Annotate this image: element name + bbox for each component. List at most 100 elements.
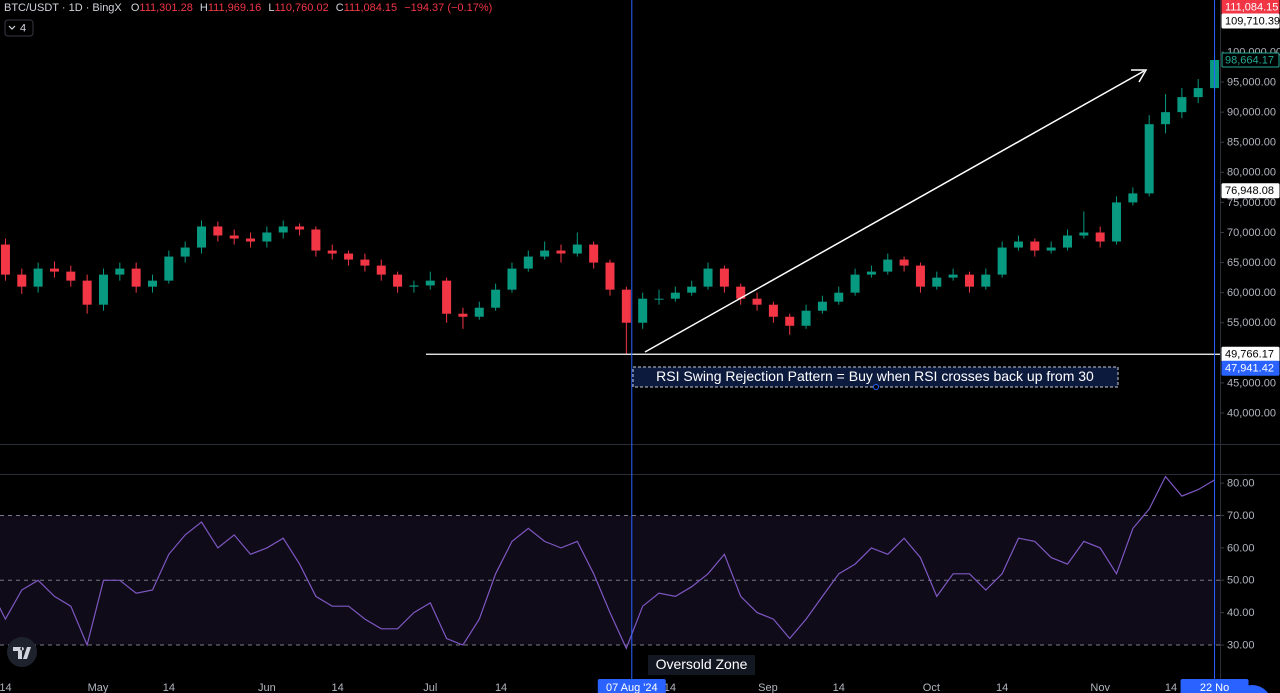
candle-body (785, 316, 795, 326)
ohlc-value: 111,084.15 (344, 2, 397, 14)
candle-body (654, 298, 664, 300)
y-tick-label: 80.00 (1227, 478, 1255, 490)
y-tick-label: 40.00 (1227, 607, 1255, 619)
candle-body (1161, 112, 1171, 125)
arrow-head (1131, 69, 1148, 83)
x-tick-label: 14 (332, 682, 344, 693)
candle-body (33, 268, 43, 287)
price-pane (0, 54, 1220, 355)
candle-body (507, 268, 517, 290)
candle-body (360, 259, 370, 266)
candle-body (899, 259, 909, 266)
ohlc-value: 111,301.28 (139, 2, 192, 14)
candle-body (66, 271, 76, 281)
ohlc-key: C (336, 2, 344, 14)
x-tick-label: 14 (163, 682, 175, 693)
change: −194.37 (−0.17%) (404, 2, 492, 14)
logo-mark (13, 647, 31, 659)
x-tick-label: Oct (923, 682, 940, 693)
candle-body (197, 226, 207, 248)
candle-body (1013, 241, 1023, 248)
indicator-toggle-box[interactable] (4, 19, 34, 37)
rsi-pane (0, 475, 1220, 650)
candle-body (981, 274, 991, 287)
candle-body (262, 232, 272, 242)
candle-body (376, 265, 386, 275)
candle-body (213, 226, 223, 236)
y-tick-label: 40,000.00 (1227, 407, 1276, 419)
candle-body (540, 250, 550, 257)
candle-body (344, 253, 354, 260)
y-tick-label: 60,000.00 (1227, 287, 1276, 299)
candle-body (229, 235, 239, 239)
candle-body (948, 274, 958, 278)
y-tick-label: 70,000.00 (1227, 227, 1276, 239)
candle-body (17, 274, 27, 287)
candle-body (1144, 124, 1154, 194)
y-tick-label: 55,000.00 (1227, 317, 1276, 329)
candle-body (295, 226, 305, 230)
x-tick-label: 14 (833, 682, 845, 693)
price-label-box (1221, 52, 1280, 68)
candle-body (964, 274, 974, 287)
candle-body (817, 301, 827, 311)
candle-body (1112, 202, 1122, 242)
ohlc-key: H (200, 2, 208, 14)
candle-body (164, 256, 174, 281)
price-label: 111,084.15 (1225, 1, 1278, 13)
overlay: RSI Swing Rejection Pattern = Buy when R… (7, 0, 1272, 693)
trend-arrow (644, 70, 1145, 353)
crosshair-label: 22 No (1200, 682, 1229, 693)
candle-body (409, 285, 419, 287)
price-label-box (1221, 360, 1280, 376)
candle-body (589, 244, 599, 263)
crosshair-label: 07 Aug '24 (606, 682, 658, 693)
annotation: Oversold Zone (656, 656, 748, 672)
x-tick-label: Sep (758, 682, 778, 693)
candle-body (115, 268, 125, 275)
candle-body (425, 280, 435, 286)
ohlc-key: L (268, 2, 274, 14)
y-tick-label: 90,000.00 (1227, 107, 1276, 119)
candle-body (82, 280, 92, 305)
candle-body (687, 286, 697, 293)
floating-button[interactable] (1232, 685, 1272, 693)
candle-body (393, 274, 403, 287)
candle-body (311, 229, 321, 251)
candle-body (834, 292, 844, 302)
candle-body (458, 313, 468, 317)
price-label: 47,941.42 (1225, 363, 1274, 375)
x-tick-label: 14 (996, 682, 1008, 693)
candle-body (866, 271, 876, 275)
handle (873, 384, 879, 390)
price-label: 98,664.17 (1225, 54, 1274, 66)
x-tick-label: 14 (0, 682, 12, 693)
candle-body (556, 250, 566, 254)
candle-body (1193, 88, 1203, 98)
candle-body (638, 298, 648, 323)
candle-body (719, 268, 729, 287)
candle-body (327, 250, 337, 254)
candle-body (1079, 232, 1089, 236)
ohlc-value: 110,760.02 (274, 2, 328, 14)
x-tick-label: Nov (1090, 682, 1110, 693)
candle-body (932, 277, 942, 287)
x-tick-label: May (88, 682, 109, 693)
candle-body (883, 259, 893, 272)
symbol: BTC/USDT · 1D · BingX (4, 2, 122, 14)
x-tick-label: 14 (664, 682, 676, 693)
annotation-box (648, 655, 755, 675)
annotation: RSI Swing Rejection Pattern = Buy when R… (656, 368, 1094, 384)
price-label: 109,710.39 (1225, 15, 1280, 27)
y-tick-label: 65,000.00 (1227, 257, 1276, 269)
logo[interactable] (7, 637, 37, 667)
y-tick-label: 70.00 (1227, 510, 1255, 522)
rsi-line (0, 475, 1215, 650)
candle-body (736, 286, 746, 299)
candle-body (148, 280, 157, 287)
candle-body (1046, 247, 1056, 251)
indicator-toggle[interactable]: 4 (4, 19, 34, 37)
